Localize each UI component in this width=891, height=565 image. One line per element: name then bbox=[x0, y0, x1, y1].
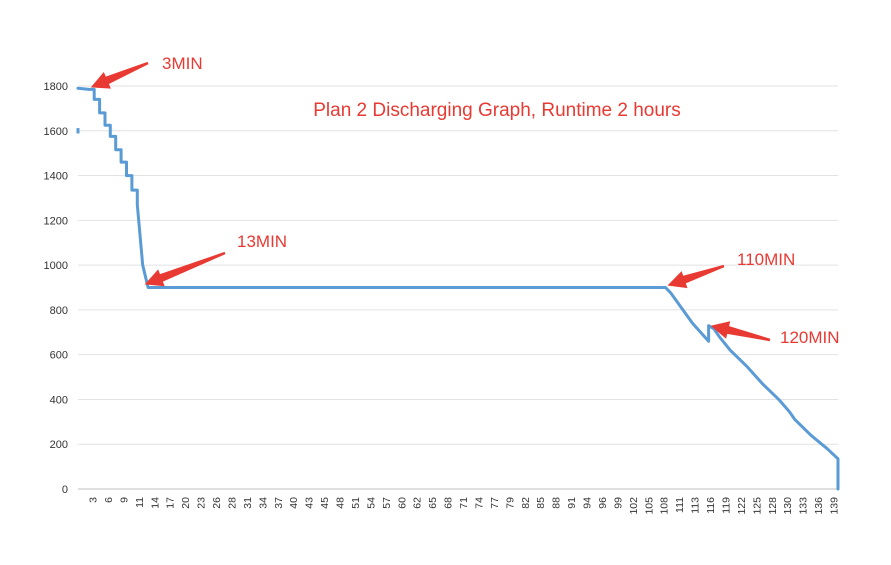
x-tick-label: 74 bbox=[473, 497, 485, 509]
x-tick-label: 14 bbox=[149, 497, 161, 509]
x-tick-label: 40 bbox=[288, 497, 300, 509]
x-tick-label: 79 bbox=[504, 497, 516, 509]
x-tick-label: 20 bbox=[180, 497, 192, 509]
y-tick-label: 1000 bbox=[44, 260, 68, 272]
x-tick-label: 9 bbox=[118, 497, 130, 503]
y-tick-label: 1400 bbox=[44, 171, 68, 183]
x-tick-label: 108 bbox=[659, 497, 671, 515]
y-axis: 0 200 400 600 800 1000 1200 1400 1600 1800 bbox=[44, 81, 68, 496]
series-line-0 bbox=[76, 86, 840, 491]
x-tick-label: 6 bbox=[103, 497, 115, 503]
x-tick-label: 139 bbox=[829, 497, 841, 515]
x-tick-label: 91 bbox=[566, 497, 578, 509]
x-tick-label: 133 bbox=[798, 497, 810, 515]
x-tick-label: 23 bbox=[196, 497, 208, 509]
x-tick-label: 130 bbox=[782, 497, 794, 515]
x-tick-label: 82 bbox=[520, 497, 532, 509]
x-tick-label: 125 bbox=[751, 497, 763, 515]
x-tick-label: 54 bbox=[365, 497, 377, 509]
x-tick-label: 68 bbox=[443, 497, 455, 509]
annotation-label: 120MIN bbox=[780, 328, 840, 347]
y-tick-label: 200 bbox=[50, 439, 68, 451]
x-tick-label: 102 bbox=[628, 497, 640, 515]
annotation-arrow bbox=[144, 251, 226, 287]
x-tick-label: 43 bbox=[304, 497, 316, 509]
x-tick-label: 26 bbox=[211, 497, 223, 509]
x-tick-label: 62 bbox=[412, 497, 424, 509]
x-tick-label: 31 bbox=[242, 497, 254, 509]
annotation-label: 110MIN bbox=[737, 250, 795, 269]
x-tick-label: 96 bbox=[597, 497, 609, 509]
x-axis: 3 6 9 11 14 17 20 23 26 28 31 34 37 40 43 45 48 51 54 57 60 6… bbox=[88, 497, 841, 515]
x-tick-label: 122 bbox=[736, 497, 748, 515]
x-tick-label: 116 bbox=[705, 497, 717, 514]
x-tick-label: 65 bbox=[427, 497, 439, 509]
annotation-arrow bbox=[667, 264, 725, 289]
x-tick-label: 105 bbox=[643, 497, 655, 515]
x-tick-label: 119 bbox=[720, 497, 732, 514]
annotation-arrow bbox=[90, 61, 149, 89]
x-tick-label: 60 bbox=[396, 497, 408, 509]
y-tick-label: 1800 bbox=[44, 81, 68, 93]
x-tick-label: 71 bbox=[458, 497, 470, 509]
x-tick-label: 37 bbox=[273, 497, 285, 509]
y-tick-label: 400 bbox=[50, 394, 68, 406]
x-tick-label: 136 bbox=[813, 497, 825, 515]
x-tick-label: 94 bbox=[582, 497, 594, 509]
x-tick-label: 88 bbox=[551, 497, 563, 509]
y-tick-label: 1200 bbox=[44, 215, 68, 227]
x-tick-label: 3 bbox=[88, 497, 100, 503]
x-tick-label: 128 bbox=[767, 497, 779, 515]
y-tick-label: 0 bbox=[62, 484, 68, 496]
y-tick-label: 600 bbox=[50, 350, 68, 362]
x-tick-label: 28 bbox=[226, 497, 238, 509]
x-tick-label: 99 bbox=[612, 497, 624, 509]
x-tick-label: 48 bbox=[335, 497, 347, 509]
y-tick-label: 800 bbox=[50, 305, 68, 317]
x-tick-label: 45 bbox=[319, 497, 331, 509]
x-tick-label: 51 bbox=[350, 497, 362, 509]
x-tick-label: 17 bbox=[165, 497, 177, 509]
chart-title: Plan 2 Discharging Graph, Runtime 2 hour… bbox=[313, 100, 681, 121]
grid-lines bbox=[78, 85, 838, 490]
x-tick-label: 57 bbox=[381, 497, 393, 509]
series-layer bbox=[76, 86, 840, 491]
annotations: 3MIN 13MIN 110MIN 120MIN bbox=[90, 54, 840, 347]
y-tick-label: 1600 bbox=[44, 126, 68, 138]
x-tick-label: 85 bbox=[535, 497, 547, 509]
x-tick-label: 111 bbox=[674, 497, 686, 513]
annotation-label: 3MIN bbox=[162, 54, 203, 73]
annotation-arrow bbox=[710, 321, 771, 342]
x-tick-label: 113 bbox=[690, 497, 702, 514]
x-tick-label: 77 bbox=[489, 497, 501, 509]
x-tick-label: 11 bbox=[134, 497, 146, 508]
annotation-label: 13MIN bbox=[237, 232, 287, 251]
x-tick-label: 34 bbox=[257, 497, 269, 509]
